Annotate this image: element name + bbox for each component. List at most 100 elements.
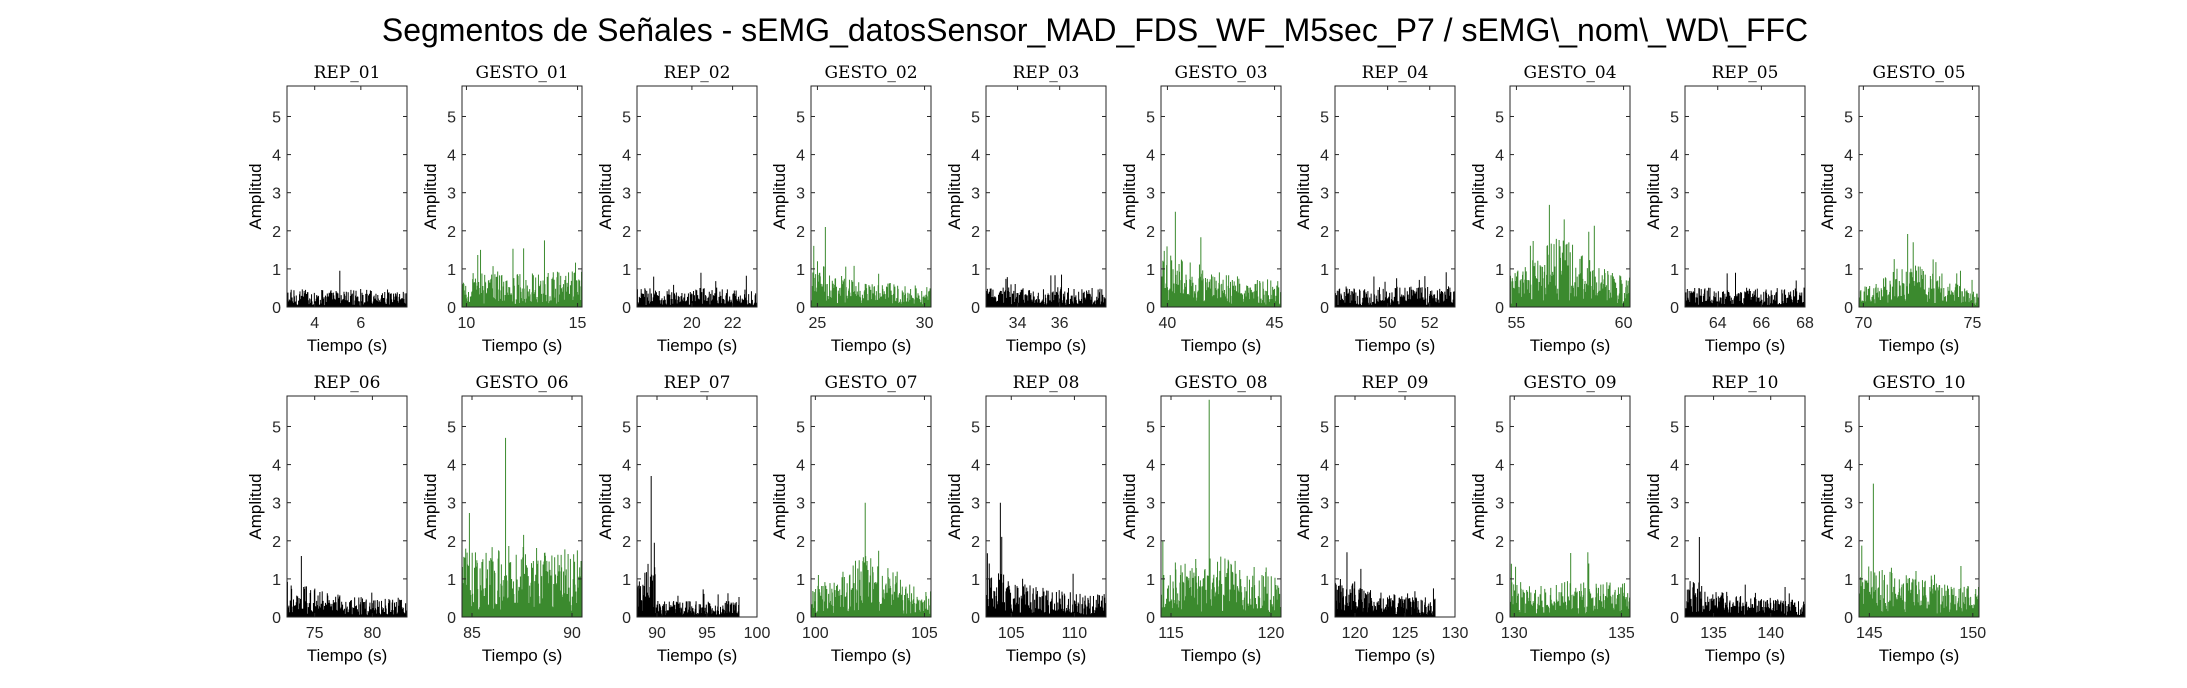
- axes-box: [286, 395, 408, 618]
- y-tick-label: 5: [1320, 109, 1329, 126]
- y-tick-label: 1: [1320, 572, 1329, 589]
- y-axis-label: Amplitud: [421, 473, 440, 539]
- y-tick-label: 2: [1670, 534, 1679, 551]
- x-tick-label: 135: [1608, 625, 1635, 642]
- y-tick-label: 2: [622, 224, 631, 241]
- panel-title: REP_03: [1013, 63, 1080, 83]
- y-axis-label: Amplitud: [596, 163, 615, 229]
- x-tick-label: 80: [363, 625, 381, 642]
- y-tick-label: 5: [622, 419, 631, 436]
- y-tick-label: 0: [1320, 300, 1329, 317]
- axes-box: [286, 85, 408, 308]
- panel-gesto-07: 0 1 2 3 4 5 100 105 GESTO_07 Tiempo (s) Amplitud: [770, 373, 938, 665]
- x-tick-label: 45: [1266, 315, 1284, 332]
- x-axis-label: Tiempo (s): [1181, 646, 1262, 665]
- panel-title: REP_05: [1712, 63, 1779, 83]
- x-tick-label: 125: [1392, 625, 1419, 642]
- signal-rep-04: [1334, 272, 1456, 307]
- panel-title: GESTO_01: [475, 63, 568, 83]
- y-tick-label: 3: [1844, 496, 1853, 513]
- y-tick-label: 5: [1146, 419, 1155, 436]
- y-tick-label: 2: [1495, 224, 1504, 241]
- x-tick-label: 115: [1158, 625, 1184, 642]
- y-tick-label: 0: [622, 610, 631, 627]
- y-tick-label: 2: [272, 534, 281, 551]
- y-tick-label: 5: [1670, 419, 1679, 436]
- axes-box: [810, 395, 932, 618]
- y-tick-label: 4: [1320, 148, 1329, 165]
- x-axis-label: Tiempo (s): [1879, 336, 1960, 355]
- axes-box: [810, 85, 932, 308]
- panel-title: REP_04: [1362, 63, 1429, 83]
- panel-rep-04: 0 1 2 3 4 5 50 52 REP_04 Tiempo (s) Amplitud: [1294, 63, 1456, 355]
- y-tick-label: 0: [272, 610, 281, 627]
- x-tick-label: 85: [463, 625, 481, 642]
- y-tick-label: 4: [971, 148, 980, 165]
- y-tick-label: 0: [272, 300, 281, 317]
- panel-rep-01: 0 1 2 3 4 5 4 6 REP_01 Tiempo (s) Amplitud: [246, 63, 408, 355]
- y-tick-label: 1: [1495, 262, 1504, 279]
- y-tick-label: 5: [1495, 419, 1504, 436]
- panel-rep-06: 0 1 2 3 4 5 75 80 REP_06 Tiempo (s) Amplitud: [246, 373, 408, 665]
- y-tick-label: 0: [1844, 610, 1853, 627]
- y-tick-label: 2: [971, 534, 980, 551]
- y-tick-label: 2: [622, 534, 631, 551]
- x-axis-label: Tiempo (s): [482, 336, 563, 355]
- y-tick-label: 0: [1320, 610, 1329, 627]
- y-tick-label: 2: [1320, 224, 1329, 241]
- signal-gesto-10: [1858, 483, 1980, 617]
- x-tick-label: 130: [1501, 625, 1528, 642]
- y-tick-label: 1: [1844, 262, 1853, 279]
- figure-title: Segmentos de Señales - sEMG_datosSensor_…: [382, 12, 1808, 48]
- y-tick-label: 0: [1844, 300, 1853, 317]
- signal-gesto-04: [1509, 204, 1631, 307]
- y-tick-label: 1: [1146, 262, 1155, 279]
- y-tick-label: 5: [447, 419, 456, 436]
- x-axis-label: Tiempo (s): [1006, 336, 1087, 355]
- y-tick-label: 4: [1670, 148, 1679, 165]
- y-tick-label: 2: [971, 224, 980, 241]
- panel-title: GESTO_06: [475, 373, 568, 393]
- x-tick-label: 4: [310, 315, 319, 332]
- x-tick-label: 15: [569, 315, 587, 332]
- y-tick-label: 3: [1670, 186, 1679, 203]
- y-axis-label: Amplitud: [246, 163, 265, 229]
- y-tick-label: 4: [971, 458, 980, 475]
- x-axis-label: Tiempo (s): [657, 336, 738, 355]
- y-axis-label: Amplitud: [945, 163, 964, 229]
- signal-rep-07: [636, 476, 740, 617]
- panel-gesto-05: 0 1 2 3 4 5 70 75 GESTO_05 Tiempo (s) Amplitud: [1818, 63, 1981, 355]
- panel-title: REP_02: [664, 63, 731, 83]
- panel-title: REP_07: [664, 373, 731, 393]
- y-tick-label: 1: [1670, 262, 1679, 279]
- x-tick-label: 40: [1159, 315, 1177, 332]
- axes-box: [1334, 85, 1456, 308]
- y-tick-label: 0: [1146, 300, 1155, 317]
- x-tick-label: 70: [1854, 315, 1872, 332]
- y-tick-label: 1: [1670, 572, 1679, 589]
- y-tick-label: 0: [1495, 300, 1504, 317]
- y-tick-label: 2: [1670, 224, 1679, 241]
- signal-gesto-08: [1160, 399, 1282, 617]
- x-axis-label: Tiempo (s): [307, 646, 388, 665]
- signal-rep-03: [985, 274, 1107, 307]
- y-tick-label: 3: [971, 496, 980, 513]
- y-tick-label: 2: [447, 534, 456, 551]
- x-tick-label: 34: [1009, 315, 1027, 332]
- y-tick-label: 1: [796, 572, 805, 589]
- x-axis-label: Tiempo (s): [1355, 336, 1436, 355]
- x-tick-label: 150: [1959, 625, 1986, 642]
- y-tick-label: 1: [1495, 572, 1504, 589]
- y-tick-label: 1: [622, 262, 631, 279]
- y-tick-label: 1: [272, 572, 281, 589]
- y-tick-label: 5: [971, 109, 980, 126]
- x-tick-label: 105: [998, 625, 1025, 642]
- y-tick-label: 3: [272, 186, 281, 203]
- y-tick-label: 3: [1495, 496, 1504, 513]
- y-tick-label: 5: [1320, 419, 1329, 436]
- panel-title: REP_09: [1362, 373, 1429, 393]
- x-tick-label: 6: [356, 315, 365, 332]
- y-tick-label: 2: [796, 534, 805, 551]
